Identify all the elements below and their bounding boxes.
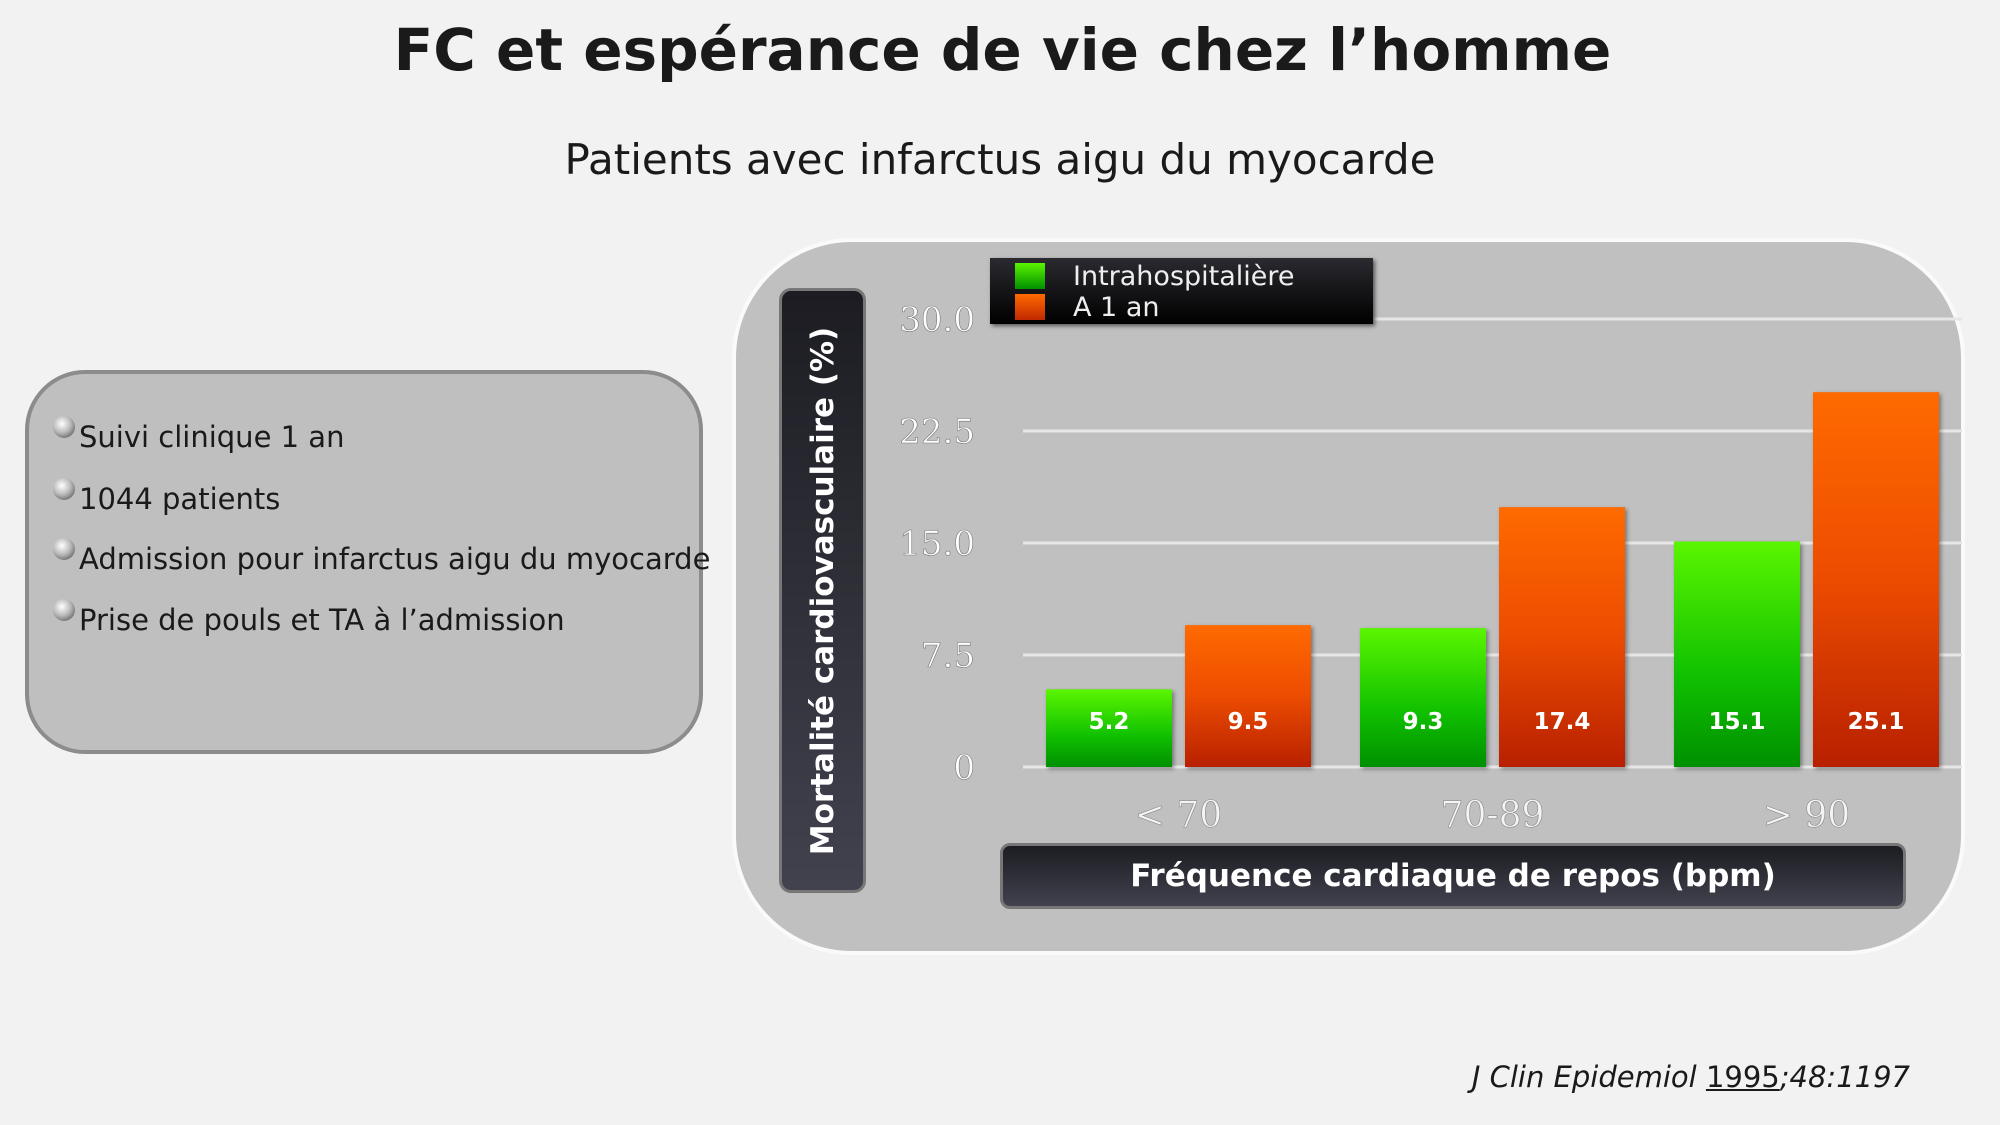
legend-item: A 1 an <box>1015 291 1160 323</box>
bullet-item: Admission pour infarctus aigu du myocard… <box>53 538 711 576</box>
bar <box>1674 541 1800 767</box>
bar-value-label: 5.2 <box>1089 709 1130 735</box>
y-tick-label: 30.0 <box>899 300 975 340</box>
legend-item: Intrahospitalière <box>1015 260 1295 292</box>
bullet-icon <box>53 538 75 560</box>
bar-value-label: 17.4 <box>1534 709 1591 735</box>
legend: Intrahospitalière A 1 an <box>990 258 1373 324</box>
bullet-icon <box>53 478 75 500</box>
bar-value-label: 9.5 <box>1228 709 1269 735</box>
bar <box>1046 689 1172 767</box>
bullet-icon <box>53 599 75 621</box>
bullet-item: Prise de pouls et TA à l’admission <box>53 599 565 637</box>
bullet-text: 1044 patients <box>79 482 281 516</box>
bar-value-label: 9.3 <box>1403 709 1444 735</box>
legend-swatch-orange <box>1015 294 1045 320</box>
y-tick-label: 7.5 <box>921 636 975 676</box>
slide-subtitle: Patients avec infarctus aigu du myocarde <box>564 135 1436 184</box>
info-box: Suivi clinique 1 an 1044 patients Admiss… <box>25 370 710 754</box>
legend-label: Intrahospitalière <box>1073 260 1295 292</box>
y-axis-title: Mortalité cardiovasculaire (%) <box>804 326 841 855</box>
slide-title: FC et espérance de vie chez l’homme <box>393 16 1612 84</box>
citation-year: 1995 <box>1705 1060 1780 1094</box>
legend-swatch-green <box>1015 263 1045 289</box>
x-tick-label: < 70 <box>1135 795 1222 836</box>
bar <box>1813 392 1939 767</box>
bullet-item: 1044 patients <box>53 478 281 516</box>
legend-label: A 1 an <box>1073 291 1160 323</box>
citation-ref: ;48:1197 <box>1779 1060 1910 1094</box>
y-axis-title-box: Mortalité cardiovasculaire (%) <box>779 288 866 893</box>
bar <box>1499 507 1625 767</box>
bar-value-label: 25.1 <box>1848 709 1905 735</box>
y-tick-label: 15.0 <box>899 524 975 564</box>
citation-journal: J Clin Epidemiol <box>1471 1060 1697 1094</box>
x-tick-label: 70-89 <box>1441 795 1545 836</box>
bullet-text: Admission pour infarctus aigu du myocard… <box>79 542 711 576</box>
bullet-icon <box>53 416 75 438</box>
bullet-text: Prise de pouls et TA à l’admission <box>79 603 565 637</box>
bar <box>1185 625 1311 767</box>
bullet-text: Suivi clinique 1 an <box>79 420 345 454</box>
bullet-item: Suivi clinique 1 an <box>53 416 345 454</box>
x-axis-title: Fréquence cardiaque de repos (bpm) <box>1000 843 1906 909</box>
y-tick-label: 0 <box>953 748 975 788</box>
bar-value-label: 15.1 <box>1709 709 1766 735</box>
citation: J Clin Epidemiol 1995;48:1197 <box>1472 1060 1910 1094</box>
bar <box>1360 628 1486 767</box>
y-tick-label: 22.5 <box>899 412 975 452</box>
x-tick-label: > 90 <box>1763 795 1850 836</box>
